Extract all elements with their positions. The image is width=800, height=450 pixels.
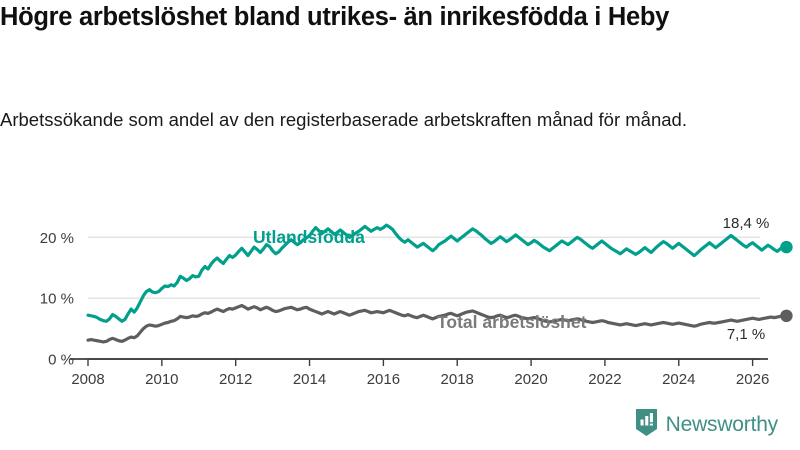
gridlines bbox=[88, 236, 760, 360]
x-tick-label: 2022 bbox=[588, 371, 621, 388]
series-line bbox=[86, 223, 789, 323]
series-endpoint-marker bbox=[780, 240, 793, 254]
series-value-label: 7,1 % bbox=[727, 326, 765, 343]
bar-chart-bookmark-icon bbox=[634, 408, 659, 442]
x-tick-label: 2008 bbox=[71, 371, 104, 388]
x-tick-label: 2014 bbox=[293, 371, 326, 388]
series-line bbox=[86, 303, 789, 344]
x-tick-label: 2016 bbox=[367, 371, 400, 388]
x-axis-ticks: 2008 2010 2012 2014 2016 2018 2020 2022 2024 2026 bbox=[71, 359, 769, 388]
y-tick-label: 0 % bbox=[48, 352, 74, 369]
series-inline-label: Utlandsfödda bbox=[253, 227, 365, 247]
y-axis-ticks: 0 % 10 % 20 % bbox=[40, 230, 74, 369]
series-inline-label: Total arbetslöshet bbox=[437, 312, 587, 332]
x-tick-label: 2012 bbox=[219, 371, 252, 388]
page-subtitle: Arbetssökande som andel av den registerb… bbox=[0, 109, 687, 130]
footer: Newsworthy bbox=[0, 404, 800, 450]
page-title: Högre arbetslöshet bland utrikes- än inr… bbox=[0, 3, 670, 31]
x-tick-label: 2020 bbox=[514, 371, 547, 388]
x-tick-label: 2024 bbox=[662, 371, 695, 388]
newsworthy-brand[interactable]: Newsworthy bbox=[634, 408, 778, 442]
brand-name: Newsworthy bbox=[665, 413, 779, 436]
series-value-label: 18,4 % bbox=[723, 215, 770, 232]
y-tick-label: 20 % bbox=[40, 230, 74, 247]
x-tick-label: 2010 bbox=[145, 371, 178, 388]
chart-annotations: Utlandsfödda Total arbetslöshet 18,4 % 7,1 … bbox=[253, 215, 769, 343]
chart-container: 0 % 10 % 20 % 2008 2010 2012 2014 2016 2018 2020… bbox=[0, 195, 800, 400]
x-tick-label: 2026 bbox=[736, 371, 769, 388]
data-series bbox=[86, 223, 789, 344]
x-tick-label: 2018 bbox=[441, 371, 474, 388]
endpoint-markers bbox=[780, 240, 793, 323]
y-tick-label: 10 % bbox=[40, 291, 74, 308]
line-chart: 0 % 10 % 20 % 2008 2010 2012 2014 2016 2018 2020… bbox=[40, 215, 793, 388]
series-endpoint-marker bbox=[780, 309, 793, 323]
